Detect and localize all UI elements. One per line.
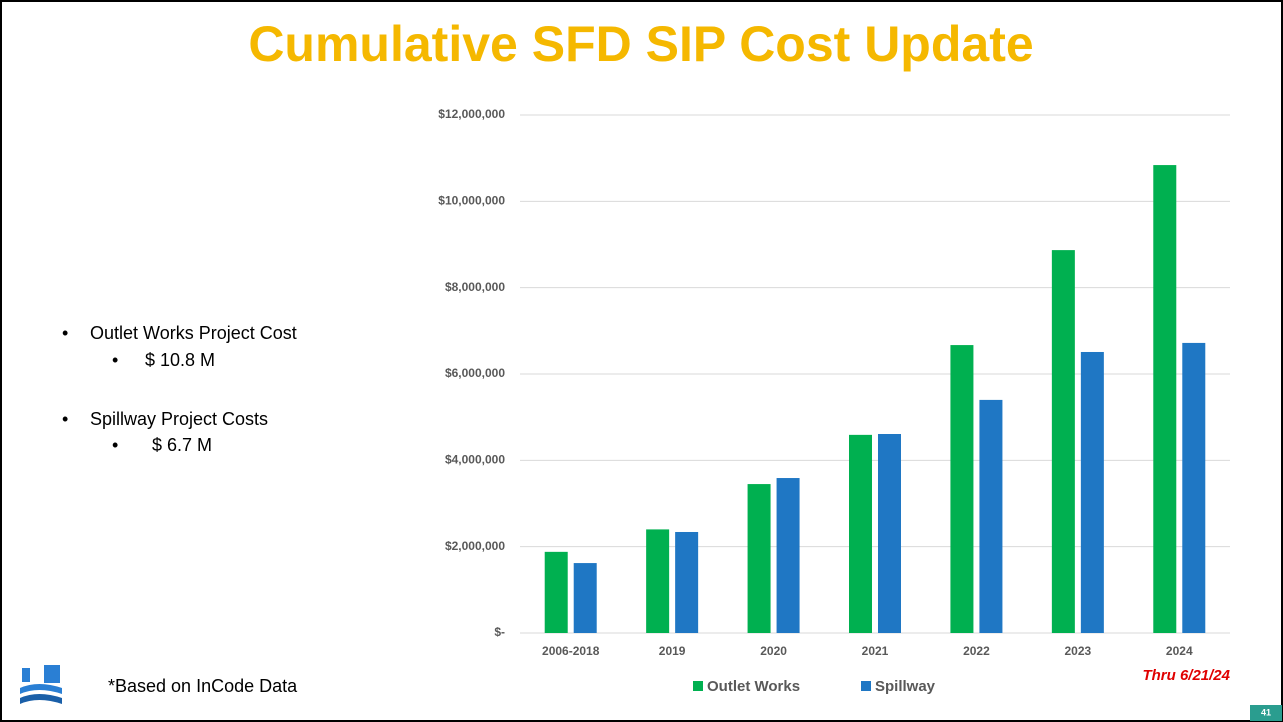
bar	[1153, 165, 1177, 633]
y-tick-label: $10,000,000	[438, 194, 505, 208]
x-tick-label: 2020	[760, 644, 787, 658]
y-tick-label: $12,000,000	[438, 107, 505, 121]
x-tick-label: 2024	[1166, 644, 1193, 658]
bullet: Spillway Project Costs	[90, 409, 268, 429]
y-tick-label: $6,000,000	[445, 366, 505, 380]
sub-bullet: $ 6.7 M	[152, 435, 212, 455]
legend-label: Spillway	[875, 678, 936, 695]
bar	[776, 478, 800, 633]
logo	[20, 665, 62, 704]
x-tick-label: 2021	[862, 644, 889, 658]
bar	[1182, 342, 1206, 633]
bullet-dot: •	[62, 409, 68, 429]
bullet-dot: •	[112, 350, 118, 370]
x-tick-label: 2006-2018	[542, 644, 600, 658]
page-number-box	[1250, 705, 1282, 721]
bullet: Outlet Works Project Cost	[90, 323, 297, 343]
bar	[979, 399, 1003, 633]
bar	[646, 529, 670, 633]
page-number: 41	[1261, 707, 1271, 717]
sub-bullet: $ 10.8 M	[145, 350, 215, 370]
footnote: *Based on InCode Data	[108, 676, 298, 696]
slide-title: Cumulative SFD SIP Cost Update	[248, 16, 1033, 72]
x-tick-label: 2023	[1065, 644, 1092, 658]
bar	[1080, 351, 1104, 633]
annotation: Thru 6/21/24	[1142, 667, 1230, 684]
bar	[1051, 250, 1075, 633]
y-tick-label: $8,000,000	[445, 280, 505, 294]
bar	[544, 551, 568, 633]
bar	[849, 434, 872, 633]
legend-swatch	[861, 681, 871, 691]
bar	[950, 345, 974, 633]
bar	[573, 563, 597, 633]
y-tick-label: $-	[494, 625, 505, 639]
bullet-dot: •	[62, 323, 68, 343]
bar	[675, 531, 699, 633]
legend-swatch	[693, 681, 703, 691]
bar	[878, 434, 901, 633]
bullet-dot: •	[112, 435, 118, 455]
bar	[747, 484, 771, 633]
y-tick-label: $2,000,000	[445, 539, 505, 553]
y-tick-label: $4,000,000	[445, 453, 505, 467]
x-tick-label: 2022	[963, 644, 990, 658]
x-tick-label: 2019	[659, 644, 686, 658]
legend-label: Outlet Works	[707, 678, 800, 695]
